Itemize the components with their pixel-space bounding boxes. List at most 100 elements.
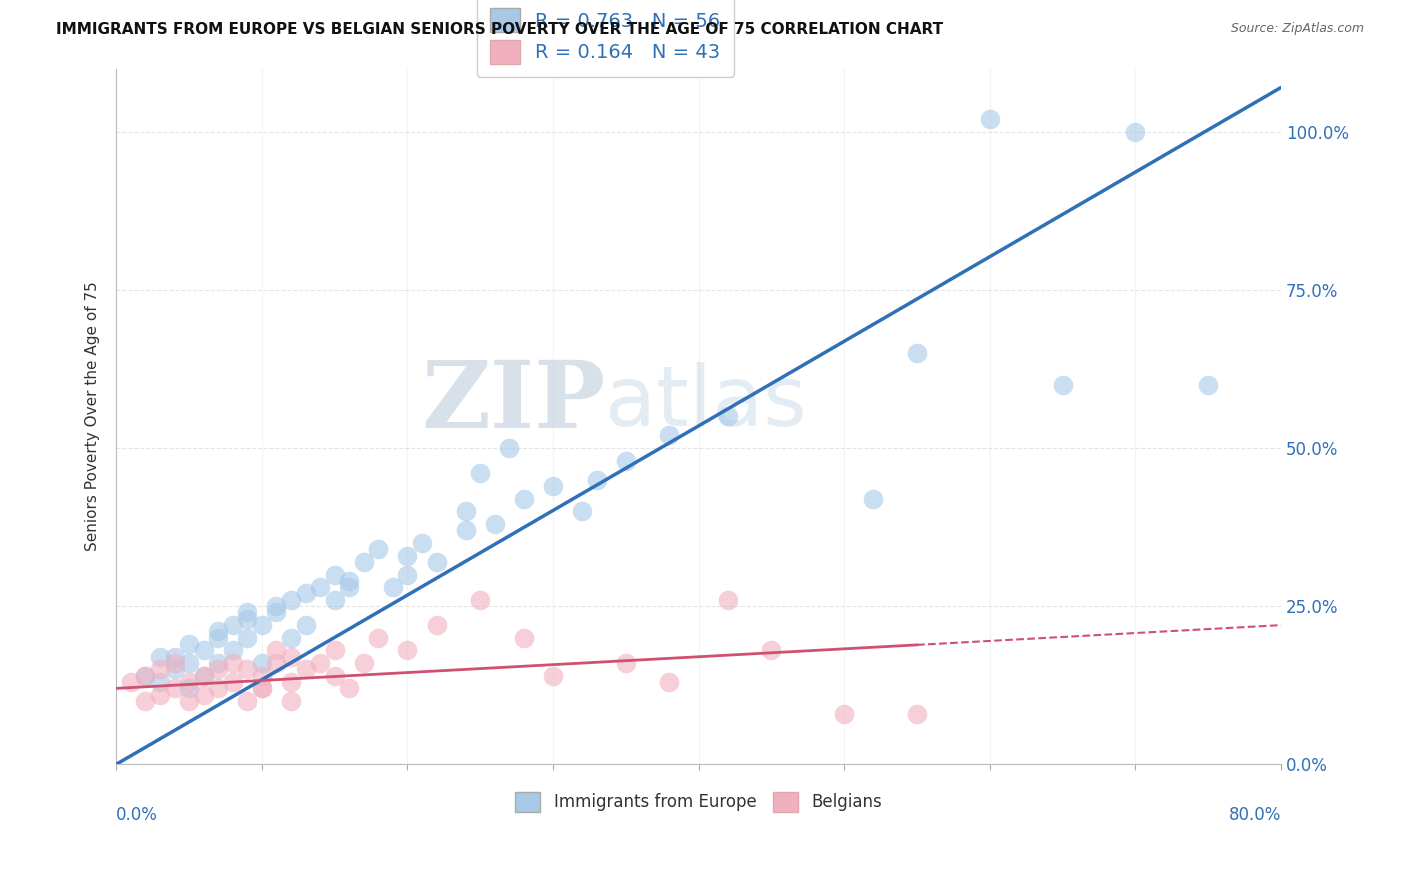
Point	[381, 580, 404, 594]
Point	[367, 542, 389, 557]
Point	[1197, 377, 1219, 392]
Point	[266, 643, 288, 657]
Point	[717, 592, 740, 607]
Point	[585, 473, 607, 487]
Point	[498, 441, 520, 455]
Point	[470, 467, 492, 481]
Point	[236, 606, 259, 620]
Point	[266, 599, 288, 614]
Point	[207, 624, 229, 639]
Point	[454, 523, 477, 537]
Point	[513, 491, 536, 506]
Point	[222, 643, 245, 657]
Point	[294, 662, 316, 676]
Point	[905, 346, 928, 360]
Point	[323, 643, 346, 657]
Point	[905, 706, 928, 721]
Point	[250, 618, 273, 632]
Point	[163, 681, 186, 696]
Point	[411, 536, 433, 550]
Point	[280, 631, 302, 645]
Text: 0.0%: 0.0%	[117, 806, 157, 824]
Point	[454, 504, 477, 518]
Text: IMMIGRANTS FROM EUROPE VS BELGIAN SENIORS POVERTY OVER THE AGE OF 75 CORRELATION: IMMIGRANTS FROM EUROPE VS BELGIAN SENIOR…	[56, 22, 943, 37]
Y-axis label: Seniors Poverty Over the Age of 75: Seniors Poverty Over the Age of 75	[86, 282, 100, 551]
Point	[323, 592, 346, 607]
Point	[280, 675, 302, 690]
Point	[337, 681, 360, 696]
Point	[163, 662, 186, 676]
Point	[513, 631, 536, 645]
Point	[425, 555, 447, 569]
Point	[294, 618, 316, 632]
Point	[337, 574, 360, 588]
Point	[1125, 125, 1147, 139]
Point	[193, 669, 215, 683]
Point	[614, 453, 637, 467]
Point	[541, 669, 564, 683]
Point	[309, 580, 332, 594]
Text: Source: ZipAtlas.com: Source: ZipAtlas.com	[1230, 22, 1364, 36]
Point	[250, 681, 273, 696]
Text: ZIP: ZIP	[422, 358, 606, 448]
Point	[163, 656, 186, 670]
Point	[266, 656, 288, 670]
Point	[323, 567, 346, 582]
Point	[862, 491, 884, 506]
Point	[207, 662, 229, 676]
Point	[337, 580, 360, 594]
Point	[177, 681, 200, 696]
Point	[353, 555, 375, 569]
Point	[149, 675, 172, 690]
Point	[280, 649, 302, 664]
Point	[236, 662, 259, 676]
Point	[236, 631, 259, 645]
Point	[222, 618, 245, 632]
Point	[134, 669, 156, 683]
Point	[207, 656, 229, 670]
Point	[280, 592, 302, 607]
Point	[222, 656, 245, 670]
Point	[177, 637, 200, 651]
Point	[396, 549, 419, 563]
Point	[149, 662, 172, 676]
Point	[425, 618, 447, 632]
Point	[250, 681, 273, 696]
Point	[222, 675, 245, 690]
Point	[484, 516, 506, 531]
Point	[177, 694, 200, 708]
Point	[658, 675, 681, 690]
Point	[193, 669, 215, 683]
Point	[207, 631, 229, 645]
Point	[979, 112, 1001, 127]
Point	[280, 694, 302, 708]
Legend: Immigrants from Europe, Belgians: Immigrants from Europe, Belgians	[509, 785, 889, 819]
Point	[177, 675, 200, 690]
Point	[120, 675, 142, 690]
Point	[163, 649, 186, 664]
Point	[236, 612, 259, 626]
Point	[396, 643, 419, 657]
Point	[367, 631, 389, 645]
Point	[309, 656, 332, 670]
Point	[1052, 377, 1074, 392]
Point	[470, 592, 492, 607]
Point	[149, 649, 172, 664]
Point	[396, 567, 419, 582]
Point	[294, 586, 316, 600]
Point	[250, 669, 273, 683]
Text: 80.0%: 80.0%	[1229, 806, 1281, 824]
Point	[134, 669, 156, 683]
Point	[658, 428, 681, 442]
Point	[571, 504, 593, 518]
Point	[177, 656, 200, 670]
Point	[614, 656, 637, 670]
Text: atlas: atlas	[606, 362, 807, 443]
Point	[832, 706, 855, 721]
Point	[353, 656, 375, 670]
Point	[266, 606, 288, 620]
Point	[717, 409, 740, 424]
Point	[323, 669, 346, 683]
Point	[761, 643, 783, 657]
Point	[236, 694, 259, 708]
